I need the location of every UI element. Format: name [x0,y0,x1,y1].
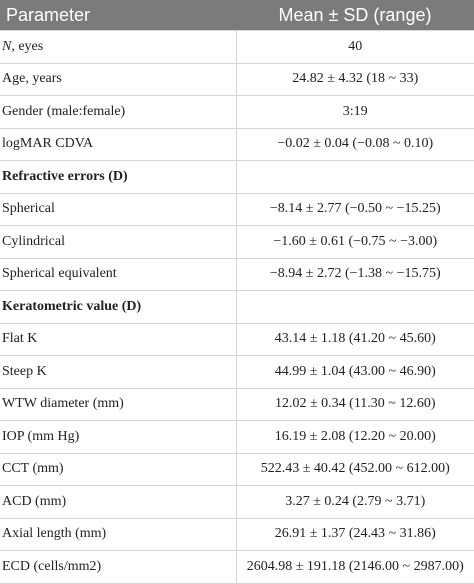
parameter-label: Spherical [2,201,55,217]
section-header-row: Keratometric value (D) [0,290,474,324]
value-cell: 24.82 ± 4.32 (18 ~ 33) [236,62,474,96]
table-row: logMAR CDVA −0.02 ± 0.04 (−0.08 ~ 0.10) [0,127,474,161]
value-cell: 2604.98 ± 191.18 (2146.00 ~ 2987.00) [236,550,474,584]
parameter-label: IOP (mm Hg) [2,428,80,444]
parameter-cell: Steep K [0,355,237,389]
value-cell: −0.02 ± 0.04 (−0.08 ~ 0.10) [236,127,474,161]
table-row: ACD (mm) 3.27 ± 0.24 (2.79 ~ 3.71) [0,485,474,519]
value-cell: 44.99 ± 1.04 (43.00 ~ 46.90) [236,355,474,389]
table-row: Spherical −8.14 ± 2.77 (−0.50 ~ −15.25) [0,192,474,226]
table-row: Axial length (mm) 26.91 ± 1.37 (24.43 ~ 3… [0,517,474,551]
parameter-cell: Refractive errors (D) [0,160,237,194]
parameter-label: Cylindrical [2,233,65,249]
value-cell: 3:19 [236,95,474,129]
parameter-label: ECD (cells/mm2) [2,558,102,574]
parameter-label: Steep K [2,363,47,379]
table-row: Age, years 24.82 ± 4.32 (18 ~ 33) [0,62,474,96]
table-row: Steep K 44.99 ± 1.04 (43.00 ~ 46.90) [0,355,474,389]
table-header-row: Parameter Mean ± SD (range) [0,0,474,31]
parameter-cell: Cylindrical [0,225,237,259]
value-cell: 40 [236,30,474,64]
header-parameter: Parameter [0,0,236,31]
parameter-cell: Spherical [0,192,237,226]
parameter-cell: Spherical equivalent [0,257,237,291]
parameter-cell: Keratometric value (D) [0,290,237,324]
value-cell [236,290,474,324]
table-row: WTW diameter (mm) 12.02 ± 0.34 (11.30 ~ 1… [0,387,474,421]
parameter-cell: logMAR CDVA [0,127,237,161]
table-row: Gender (male:female) 3:19 [0,95,474,129]
parameter-cell: Axial length (mm) [0,517,237,551]
value-cell: 522.43 ± 40.42 (452.00 ~ 612.00) [236,452,474,486]
parameter-label: Flat K [2,331,38,347]
table-row: Spherical equivalent −8.94 ± 2.72 (−1.38 … [0,257,474,291]
table-row: CCT (mm) 522.43 ± 40.42 (452.00 ~ 612.00) [0,452,474,486]
value-cell: −8.14 ± 2.77 (−0.50 ~ −15.25) [236,192,474,226]
parameter-cell: Flat K [0,322,237,356]
table-row: N, eyes 40 [0,30,474,64]
parameter-label: Gender (male:female) [2,103,126,119]
header-mean-sd-range: Mean ± SD (range) [236,0,474,31]
value-cell: 26.91 ± 1.37 (24.43 ~ 31.86) [236,517,474,551]
parameter-label: ACD (mm) [2,493,67,509]
parameter-cell: CCT (mm) [0,452,237,486]
value-cell: 3.27 ± 0.24 (2.79 ~ 3.71) [236,485,474,519]
value-cell: 43.14 ± 1.18 (41.20 ~ 45.60) [236,322,474,356]
parameter-cell: IOP (mm Hg) [0,420,237,454]
parameter-label: , eyes [11,38,44,54]
value-cell: −1.60 ± 0.61 (−0.75 ~ −3.00) [236,225,474,259]
parameter-cell: N, eyes [0,30,237,64]
parameter-label: WTW diameter (mm) [2,396,124,412]
parameter-label: Spherical equivalent [2,266,117,282]
table-row: Cylindrical −1.60 ± 0.61 (−0.75 ~ −3.00) [0,225,474,259]
value-cell: −8.94 ± 2.72 (−1.38 ~ −15.75) [236,257,474,291]
parameter-italic-label: N [2,38,12,54]
table-row: IOP (mm Hg) 16.19 ± 2.08 (12.20 ~ 20.00) [0,420,474,454]
parameter-label: Keratometric value (D) [2,298,142,314]
parameter-label: Axial length (mm) [2,526,107,542]
parameter-label: Refractive errors (D) [2,168,128,184]
parameter-cell: Gender (male:female) [0,95,237,129]
value-cell: 16.19 ± 2.08 (12.20 ~ 20.00) [236,420,474,454]
parameter-label: CCT (mm) [2,461,64,477]
parameter-cell: WTW diameter (mm) [0,387,237,421]
parameter-cell: ECD (cells/mm2) [0,550,237,584]
table-row: ECD (cells/mm2) 2604.98 ± 191.18 (2146.00… [0,550,474,584]
table-row: Flat K 43.14 ± 1.18 (41.20 ~ 45.60) [0,322,474,356]
parameter-label: Age, years [2,71,62,87]
section-header-row: Refractive errors (D) [0,160,474,194]
table-body: N, eyes 40 Age, years 24.82 ± 4.32 (18 ~ 33… [0,30,474,584]
parameter-cell: ACD (mm) [0,485,237,519]
value-cell [236,160,474,194]
parameter-cell: Age, years [0,62,237,96]
parameter-label: logMAR CDVA [2,136,94,152]
value-cell: 12.02 ± 0.34 (11.30 ~ 12.60) [236,387,474,421]
